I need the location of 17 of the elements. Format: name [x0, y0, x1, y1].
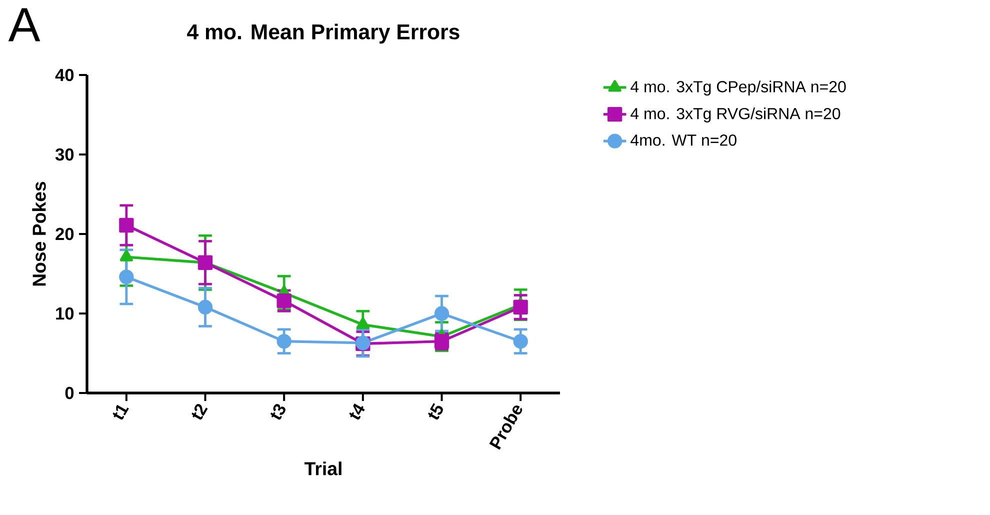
chart-title: 4 mo. Mean Primary Errors: [187, 24, 460, 44]
x-tick-label: t1: [112, 404, 129, 420]
y-tick-label: 0: [65, 386, 74, 400]
x-axis-title: Trial: [304, 462, 342, 476]
legend-label: 4 mo. 3xTg RVG/siRNA n=20: [630, 108, 840, 122]
x-tick-label: t2: [192, 404, 208, 420]
text: A: [8, 8, 40, 42]
legend-label: 4mo. WT n=20: [630, 134, 736, 146]
x-tick-label: t3: [270, 404, 286, 420]
y-tick-label: 40: [55, 68, 74, 82]
x-tick-label: t4: [349, 404, 365, 420]
y-tick-label: 10: [56, 307, 74, 320]
legend-label: 4 mo. 3xTg CPep/siRNA n=20: [630, 80, 846, 96]
y-axis-title: Nose Pokes: [32, 182, 46, 286]
y-tick-label: 20: [56, 228, 74, 240]
x-tick-label: t5: [428, 403, 443, 420]
y-tick-label: 30: [55, 148, 74, 161]
